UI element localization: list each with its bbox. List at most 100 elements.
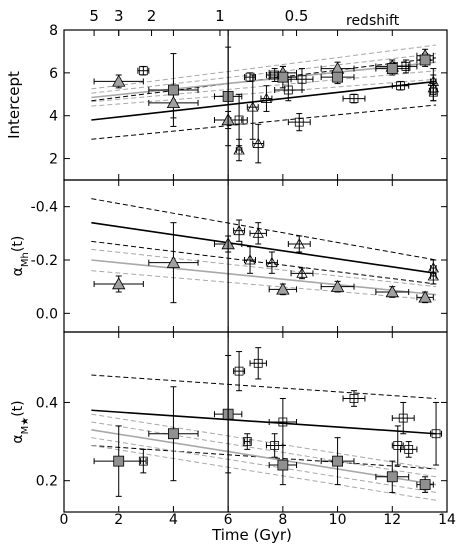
error-bar: [140, 448, 147, 474]
labels-layer: redshift Time (Gyr) 5 3 2 1 0.5 2 4 6 8 Intercept…: [5, 7, 456, 544]
grey-square-point: [386, 63, 398, 74]
open-square-point: [297, 74, 307, 84]
error-bar: [290, 68, 314, 91]
open-triangle-point: [427, 262, 440, 273]
open-square-point: [404, 444, 414, 454]
grey-square-point: [419, 54, 431, 66]
x-tick-label: 8: [278, 512, 287, 528]
y-tick-label: 2: [49, 152, 58, 168]
error-bar: [244, 433, 251, 450]
grey-square-point: [386, 471, 398, 483]
grey-square-point: [168, 84, 179, 96]
y-tick-label: 6: [49, 66, 58, 82]
error-bar: [268, 398, 298, 446]
open-triangle-point: [260, 92, 273, 103]
y-axis-label-subscript: Mh: [20, 252, 31, 267]
open-square-point: [396, 81, 405, 91]
grey-square-point: [332, 71, 343, 83]
grey-square-point: [113, 455, 125, 467]
y-axis-label: Intercept: [5, 71, 23, 139]
grey-fit-line: [91, 259, 437, 296]
y-axis-label-main: α: [10, 434, 26, 443]
open-square-point: [242, 437, 252, 446]
y-tick-label: 8: [49, 23, 58, 39]
open-square-point: [401, 62, 411, 71]
error-bar: [233, 219, 246, 242]
panel-lines: [91, 374, 437, 501]
open-square-point: [253, 358, 263, 368]
dashed-envelope-line: [91, 198, 437, 261]
error-bar: [342, 390, 366, 407]
grey-triangle-point: [112, 277, 126, 290]
open-square-point: [234, 115, 244, 125]
grey-dashed-envelope-line: [91, 444, 437, 501]
error-bar: [430, 401, 443, 466]
y-tick-label: 0.4: [36, 395, 58, 411]
x-tick-label: 10: [329, 512, 347, 528]
x-tick-label: 0: [60, 512, 69, 528]
grey-square-point: [168, 428, 179, 440]
error-bar: [260, 85, 273, 112]
y-axis-label-suffix: (t): [10, 236, 26, 252]
x-tick-label: 2: [114, 512, 123, 528]
open-triangle-point: [293, 238, 305, 249]
dashed-envelope-line: [91, 104, 437, 140]
open-square-point: [349, 394, 359, 403]
y-tick-label: 4: [49, 109, 58, 125]
redshift-tick-label: 1: [215, 7, 225, 25]
grey-dashed-envelope-line: [91, 53, 437, 94]
open-square-point: [398, 413, 408, 423]
open-square-point: [283, 85, 293, 95]
grey-dashed-envelope-line: [91, 248, 437, 288]
open-triangle-point: [252, 137, 264, 148]
redshift-tick-label: 2: [147, 7, 157, 25]
open-square-point: [245, 72, 255, 82]
y-tick-label: -0.2: [31, 253, 58, 269]
open-square-point: [431, 429, 441, 439]
grey-triangle-point: [385, 285, 399, 298]
redshift-tick-label: 3: [114, 7, 124, 25]
grey-square-point: [419, 479, 431, 491]
y-axis-label: αM★(t): [10, 400, 31, 443]
x-tick-label: 6: [224, 512, 233, 528]
fit-lines-layer: [91, 44, 437, 501]
open-triangle-point: [233, 144, 245, 155]
open-triangle-point: [247, 101, 259, 112]
panel-lines: [91, 198, 437, 301]
grey-triangle-point: [418, 290, 432, 303]
open-triangle-point: [427, 82, 440, 93]
grey-triangle-point: [166, 96, 181, 109]
error-bar: [249, 222, 267, 245]
grey-square-point: [277, 71, 289, 83]
error-bar: [246, 74, 259, 140]
open-triangle-point: [266, 256, 278, 268]
open-triangle-point: [252, 227, 264, 238]
y-axis-label-suffix: (t): [10, 400, 26, 416]
fit-line: [91, 409, 437, 435]
open-square-point: [138, 66, 148, 76]
open-triangle-point: [427, 75, 440, 86]
x-tick-label: 4: [169, 512, 178, 528]
grey-square-point: [332, 455, 343, 467]
open-triangle-point: [233, 224, 245, 236]
y-tick-label: 0.0: [36, 306, 58, 322]
y-tick-label: 0.2: [36, 474, 58, 490]
open-triangle-point: [427, 270, 440, 281]
open-square-point: [234, 366, 244, 376]
dashed-envelope-line: [91, 57, 437, 102]
open-square-point: [428, 87, 438, 97]
y-axis-label-main: α: [10, 267, 26, 276]
grey-dashed-envelope-line: [91, 70, 437, 103]
error-bar: [265, 251, 278, 274]
grey-triangle-point: [166, 255, 181, 268]
grey-triangle-point: [276, 282, 290, 295]
x-axis-label: Time (Gyr): [211, 526, 292, 544]
open-square-point: [393, 441, 403, 450]
error-bar: [391, 401, 415, 435]
grey-square-point: [277, 459, 289, 471]
dashed-envelope-line: [91, 374, 437, 400]
x-tick-label: 14: [438, 512, 456, 528]
y-axis-label-subscript: M★: [20, 417, 31, 435]
open-square-point: [270, 441, 280, 450]
